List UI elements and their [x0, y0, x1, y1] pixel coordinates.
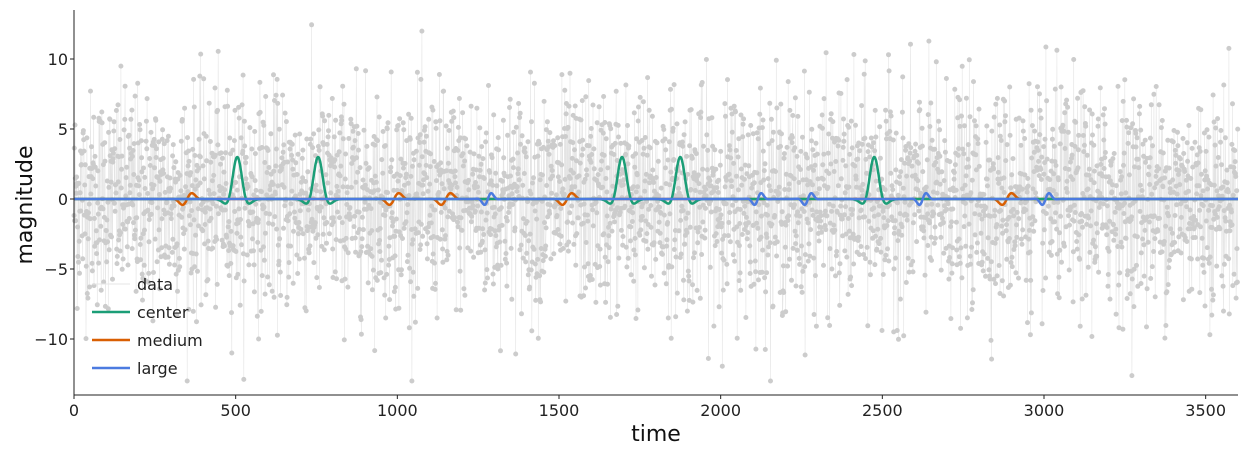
x-tick-label: 1000 — [377, 401, 418, 420]
y-tick-label: −5 — [44, 260, 68, 279]
x-tick-label: 3500 — [1185, 401, 1226, 420]
x-axis-title: time — [631, 422, 681, 447]
y-tick-label: 10 — [48, 50, 68, 69]
x-tick-labels: 0 500 1000 1500 2000 2500 3000 3500 — [69, 395, 1226, 420]
x-tick-label: 2500 — [862, 401, 903, 420]
x-tick-label: 2000 — [700, 401, 741, 420]
noise-points — [71, 22, 1241, 384]
y-axis-title: magnitude — [13, 145, 38, 264]
noise-data-series — [71, 22, 1241, 384]
y-tick-label: −10 — [34, 330, 68, 349]
y-tick-labels: −10 −5 0 5 10 — [34, 50, 74, 349]
legend-label-data: data — [137, 275, 173, 294]
legend: data center medium large — [92, 275, 203, 378]
x-tick-label: 0 — [69, 401, 79, 420]
x-tick-label: 1500 — [539, 401, 580, 420]
series-line-large — [73, 191, 1239, 207]
legend-label-medium: medium — [137, 331, 203, 350]
legend-label-large: large — [137, 359, 178, 378]
x-tick-label: 500 — [220, 401, 251, 420]
series-lines — [73, 155, 1239, 207]
x-tick-label: 3000 — [1024, 401, 1065, 420]
legend-label-center: center — [137, 303, 189, 322]
y-tick-label: 5 — [58, 120, 68, 139]
y-tick-label: 0 — [58, 190, 68, 209]
